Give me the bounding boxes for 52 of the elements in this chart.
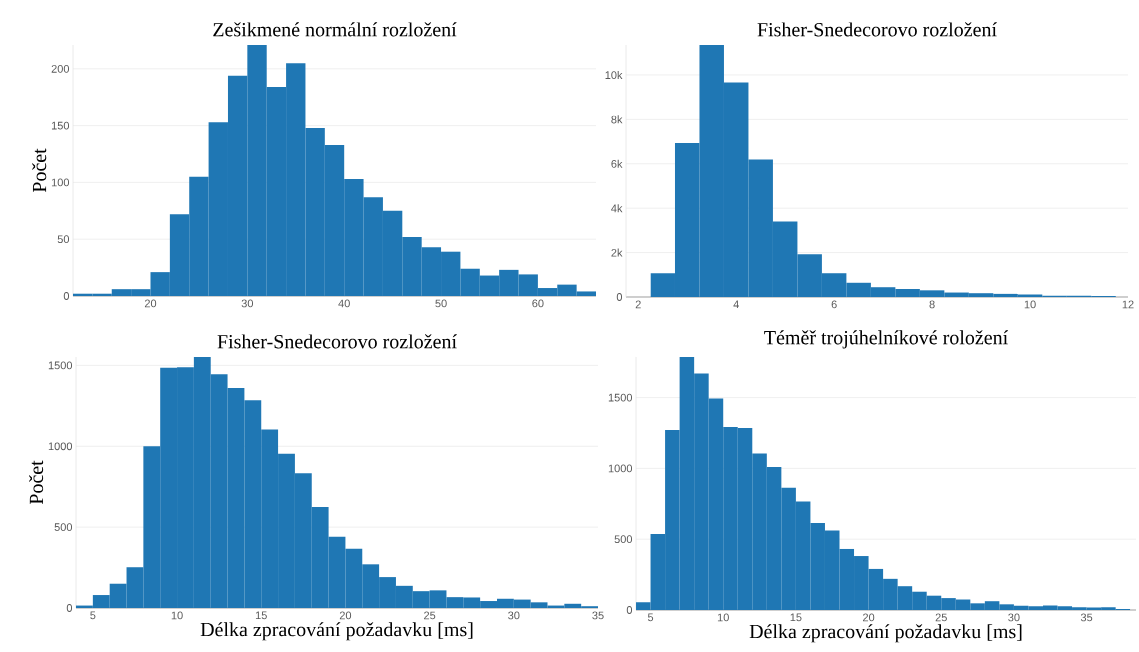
y-tick-label: 150	[51, 121, 70, 130]
y-tick-label: 500	[54, 523, 73, 532]
x-tick-label: 10	[717, 613, 729, 622]
x-tick-label: 15	[255, 611, 267, 620]
y-axis-title: Počet	[32, 148, 47, 193]
x-axis-title: Délka zpracování požadavku [ms]	[749, 624, 1022, 643]
x-tick-label: 10	[1024, 300, 1036, 309]
x-tick-label: 10	[171, 611, 183, 620]
x-tick-label: 12	[1122, 300, 1134, 309]
y-tick-label: 500	[614, 535, 633, 544]
x-tick-label: 2	[635, 300, 641, 309]
x-tick-label: 4	[733, 300, 739, 309]
x-tick-label: 6	[831, 300, 837, 309]
y-tick-label: 8k	[611, 115, 623, 124]
y-tick-label: 1000	[608, 464, 633, 473]
x-tick-label: 5	[90, 611, 96, 620]
chart-title: Fisher-Snedecorovo rozložení	[217, 334, 457, 349]
x-axis-title: Délka zpracování požadavku [ms]	[200, 622, 473, 641]
y-tick-label: 100	[51, 178, 70, 187]
y-tick-label: 0	[63, 292, 70, 300]
x-tick-label: 15	[790, 613, 802, 622]
x-tick-label: 35	[592, 611, 604, 620]
x-tick-label: 25	[424, 611, 436, 620]
y-tick-label: 1500	[608, 393, 633, 402]
chart-title: Zešikmené normální rozložení	[213, 22, 457, 37]
chart-title: Fisher-Snedecorovo rozložení	[757, 22, 997, 37]
x-tick-label: 35	[1080, 613, 1093, 622]
x-tick-label: 40	[338, 299, 350, 308]
y-tick-label: 0	[616, 293, 623, 301]
x-tick-label: 25	[935, 613, 947, 622]
y-tick-label: 200	[51, 64, 70, 73]
x-tick-label: 20	[863, 613, 875, 622]
x-tick-label: 30	[241, 299, 254, 308]
y-tick-label: 0	[626, 606, 633, 614]
y-tick-label: 1000	[48, 442, 73, 451]
x-tick-label: 5	[647, 613, 654, 622]
x-tick-label: 8	[929, 300, 935, 309]
y-tick-label: 10k	[605, 70, 623, 79]
chart-title: Téměř trojúhelníkové roložení	[764, 330, 1008, 349]
y-tick-label: 6k	[611, 159, 623, 168]
y-tick-label: 4k	[611, 204, 623, 213]
x-tick-label: 20	[339, 611, 352, 620]
y-axis-title: Počet	[29, 460, 44, 505]
y-tick-label: 50	[57, 235, 70, 244]
y-tick-label: 1500	[48, 361, 73, 370]
x-tick-label: 20	[144, 299, 157, 308]
y-tick-label: 0	[66, 604, 73, 612]
x-tick-label: 30	[1008, 613, 1020, 622]
x-tick-label: 60	[532, 299, 544, 308]
x-tick-label: 50	[435, 299, 447, 308]
y-tick-label: 2k	[611, 248, 623, 257]
x-tick-label: 30	[508, 611, 520, 620]
